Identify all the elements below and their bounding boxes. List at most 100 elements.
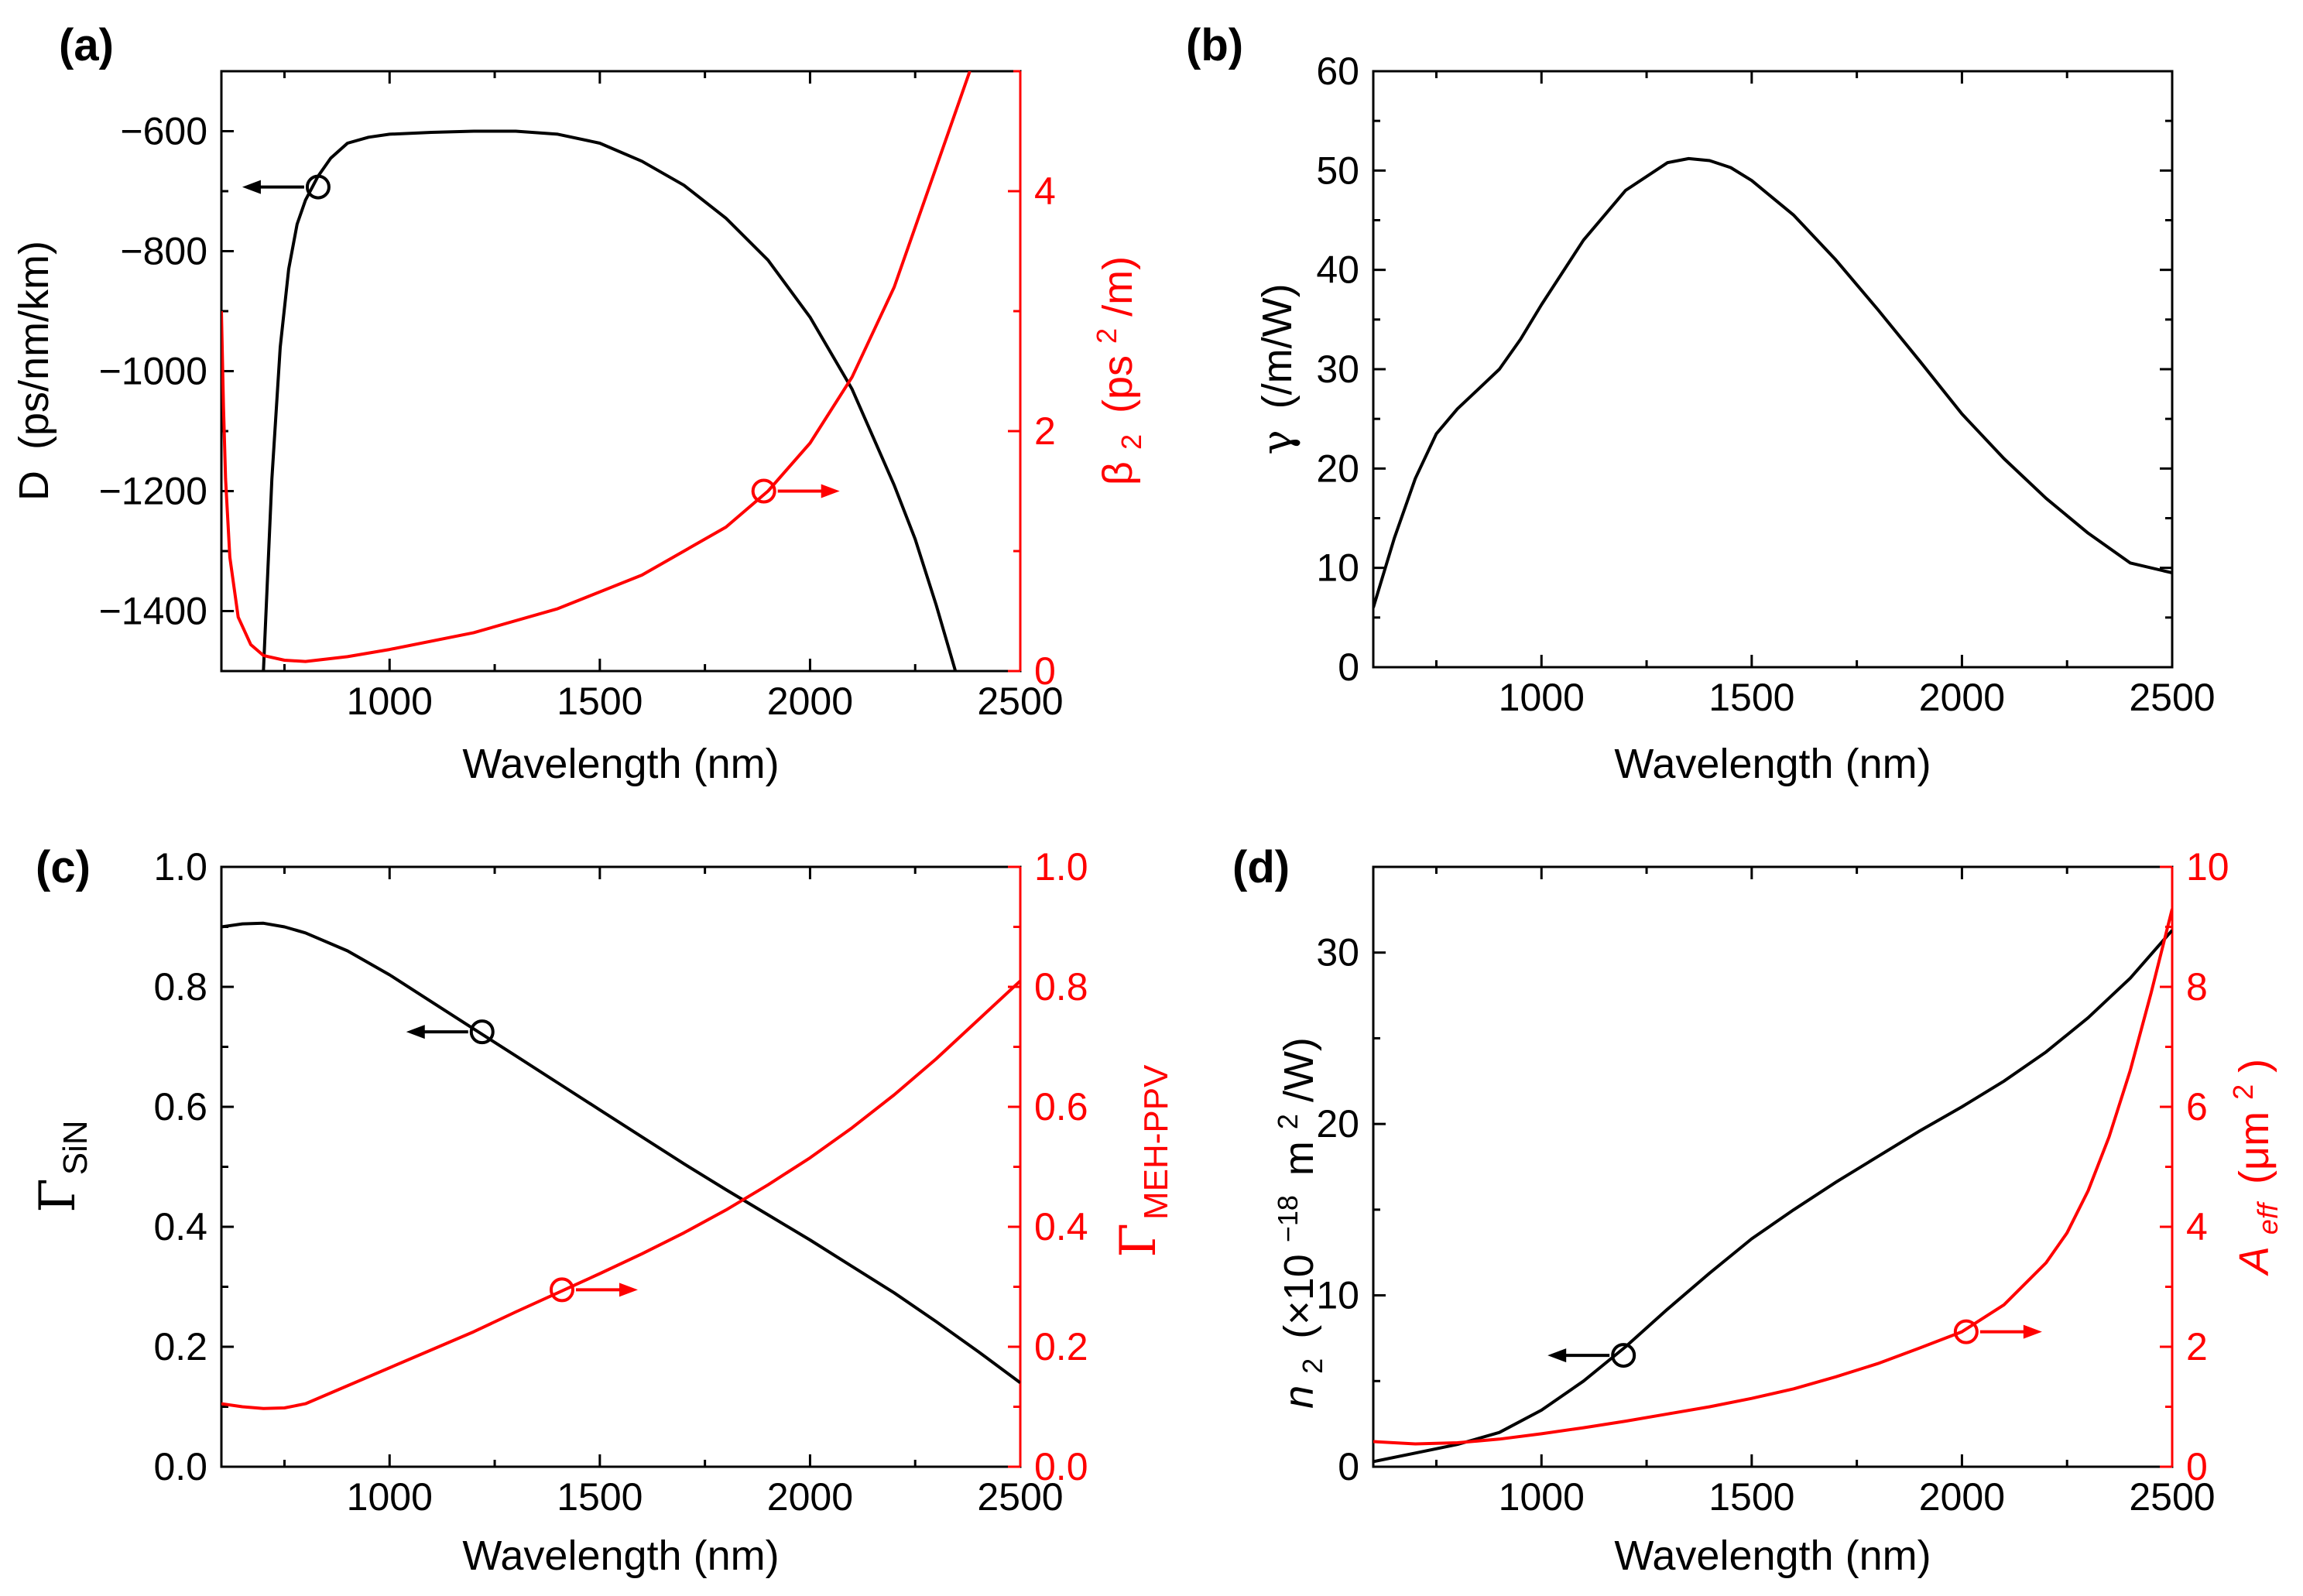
series-arrow-head xyxy=(406,1025,425,1039)
panel-d-ylabel-sub: 2 xyxy=(1297,1358,1328,1374)
y2-tick-label: 0.8 xyxy=(1034,965,1088,1009)
panel-a-y2label-sub: 2 xyxy=(1116,434,1147,450)
panel-a: (a) 1000 1500 2000 2500 −1400 −1200 −1000 −800 −… xyxy=(11,20,1150,787)
panel-a-y2label-main: β xyxy=(1095,461,1141,485)
panel-a-xlabel: Wavelength (nm) xyxy=(462,741,779,787)
panel-c-ylabel-main: Γ xyxy=(29,1178,87,1212)
y2-tick-label: 0.2 xyxy=(1034,1325,1088,1368)
y-tick-label: −600 xyxy=(120,110,207,153)
panel-d-y2label-end: ) xyxy=(2231,1059,2277,1073)
x-tick-label: 2500 xyxy=(977,680,1063,723)
y-tick-label: 50 xyxy=(1316,149,1359,192)
panel-b-plot xyxy=(1373,156,2172,608)
panel-d-ylabel: n 2 (×10 −18 m 2 /W) xyxy=(1260,1037,1331,1409)
y2-tick-label: 2 xyxy=(1034,409,1056,453)
y-tick-label: 60 xyxy=(1316,50,1359,93)
y2-tick-label: 2 xyxy=(2186,1325,2208,1368)
y-tick-label: −1000 xyxy=(99,350,207,393)
series-line-Aeff xyxy=(1373,908,2172,1446)
series-arrow-head xyxy=(1547,1348,1567,1363)
panel-c-ylabel-sub: SiN xyxy=(57,1120,94,1175)
panel-a-ylabel: D (ps/nm/km) xyxy=(11,241,57,501)
panel-d-frame xyxy=(1372,865,2174,1468)
series-arrow-head xyxy=(242,180,261,194)
panel-a-ylabel-rest: (ps/nm/km) xyxy=(11,241,57,450)
series-marker xyxy=(1611,1343,1636,1368)
y-tick-label: −800 xyxy=(120,230,207,273)
panel-a-ylabel-main: D xyxy=(11,471,57,501)
panel-d-ylabel-end: /W) xyxy=(1276,1037,1322,1102)
y-tick-label: 30 xyxy=(1316,931,1359,974)
y-tick-label: 0 xyxy=(1338,1445,1359,1488)
y-tick-label: −1200 xyxy=(99,470,207,513)
panel-c-xlabel: Wavelength (nm) xyxy=(462,1533,779,1579)
panel-d-y2label-sub: eff xyxy=(2252,1200,2284,1235)
series-marker xyxy=(549,1277,574,1303)
panel-b: (b) 1000 1500 2000 2500 0 10 20 30 40 50 60 Wavele… xyxy=(1186,20,2216,787)
panel-d-y2label-sup: 2 xyxy=(2227,1084,2259,1100)
panel-b-ticks: 1000 1500 2000 2500 0 10 20 30 40 50 60 xyxy=(1316,50,2215,719)
x-tick-label: 1500 xyxy=(1708,676,1794,719)
y-tick-label: 20 xyxy=(1316,447,1359,490)
series-arrow-head xyxy=(821,484,840,498)
y2-tick-label: 4 xyxy=(2186,1205,2208,1248)
y-tick-label: 30 xyxy=(1316,348,1359,391)
panel-c-frame xyxy=(220,865,1022,1468)
y2-tick-label: 10 xyxy=(2186,845,2229,889)
panel-b-label: (b) xyxy=(1186,20,1243,70)
x-tick-label: 1500 xyxy=(557,1475,643,1519)
panel-a-ticks: 1000 1500 2000 2500 −1400 −1200 −1000 −800 −600 0… xyxy=(99,70,1064,723)
x-tick-label: 1500 xyxy=(1708,1475,1794,1519)
panel-d-xlabel: Wavelength (nm) xyxy=(1614,1533,1931,1579)
series-marker xyxy=(751,478,776,504)
y-tick-label: 10 xyxy=(1316,546,1359,590)
series-marker xyxy=(1953,1319,1979,1344)
y-tick-label: 10 xyxy=(1316,1274,1359,1317)
panel-b-frame xyxy=(1372,70,2174,669)
series-marker xyxy=(469,1019,495,1045)
y-tick-label: 0.0 xyxy=(153,1445,207,1488)
panel-d-y2label: A eff (μm 2 ) xyxy=(2216,1059,2287,1276)
series-marker xyxy=(305,174,331,200)
series-arrow-head xyxy=(619,1283,638,1297)
panel-c-y2label-sub: MEH-PPV xyxy=(1137,1064,1175,1220)
y-tick-label: 0.8 xyxy=(153,965,207,1009)
panel-d-label: (d) xyxy=(1232,842,1290,892)
x-tick-label: 1000 xyxy=(347,1475,433,1519)
series-line-n̄₂ xyxy=(1373,929,2172,1464)
y2-tick-label: 4 xyxy=(1034,170,1056,213)
panel-b-ylabel-rest: (/m/W) xyxy=(1254,283,1301,409)
panel-c-plot xyxy=(221,921,1020,1410)
y-tick-label: 0.4 xyxy=(153,1205,207,1248)
panel-a-y2label-sup: 2 xyxy=(1091,328,1122,344)
y2-tick-label: 8 xyxy=(2186,965,2208,1009)
y-tick-label: 20 xyxy=(1316,1102,1359,1146)
y2-tick-label: 0 xyxy=(1034,649,1056,693)
panel-d-ylabel-main: n xyxy=(1276,1385,1322,1409)
panel-c-ticks: 1000 1500 2000 25000.00.20.40.60.81.00.00.2… xyxy=(153,845,1088,1519)
panel-c-label: (c) xyxy=(36,842,91,892)
y2-tick-label: 6 xyxy=(2186,1085,2208,1129)
y2-tick-label: 1.0 xyxy=(1034,845,1088,889)
y2-tick-label: 0.6 xyxy=(1034,1085,1088,1129)
y-tick-label: 40 xyxy=(1316,248,1359,292)
y-tick-label: 0.6 xyxy=(153,1085,207,1129)
panel-a-y2label: β 2 (ps 2 /m) xyxy=(1079,256,1150,485)
panel-d-plot xyxy=(1373,908,2172,1464)
y2-tick-label: 0.4 xyxy=(1034,1205,1088,1248)
x-tick-label: 2500 xyxy=(2129,676,2215,719)
panel-a-y2label-end: /m) xyxy=(1095,256,1141,317)
panel-d-y2label-mid: (μm xyxy=(2231,1111,2277,1184)
x-tick-label: 1500 xyxy=(557,680,643,723)
panel-d-ylabel-sup: −18 xyxy=(1272,1195,1304,1242)
x-tick-label: 2500 xyxy=(977,1475,1063,1519)
panel-a-plot xyxy=(221,71,972,671)
x-tick-label: 2000 xyxy=(767,680,853,723)
y-tick-label: 1.0 xyxy=(153,845,207,889)
panel-a-label: (a) xyxy=(59,20,114,70)
panel-d-y2label-main: A xyxy=(2231,1246,2277,1276)
series-arrow-head xyxy=(2023,1324,2042,1339)
panel-b-xlabel: Wavelength (nm) xyxy=(1614,741,1931,787)
